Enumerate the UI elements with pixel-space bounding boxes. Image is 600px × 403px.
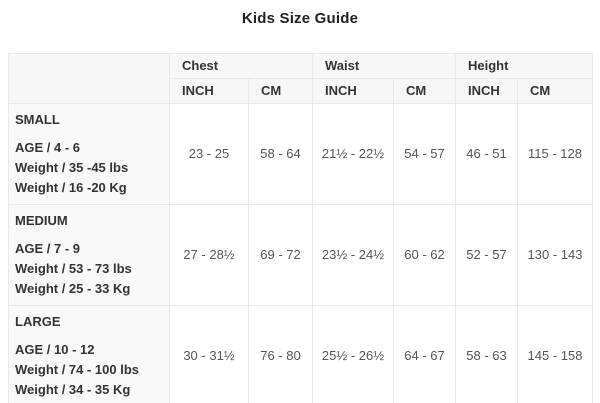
size-row-header-small: SMALL AGE / 4 - 6 Weight / 35 -45 lbs We… bbox=[8, 103, 170, 205]
size-row-large: LARGE AGE / 10 - 12 Weight / 74 - 100 lb… bbox=[8, 305, 594, 403]
size-details: AGE / 7 - 9 Weight / 53 - 73 lbs Weight … bbox=[15, 239, 163, 299]
unit-header-height-inch: INCH bbox=[455, 78, 519, 104]
unit-header-row: INCH CM INCH CM INCH CM bbox=[9, 78, 594, 104]
height-inch-value: 46 - 51 bbox=[455, 103, 519, 205]
chest-cm-value: 76 - 80 bbox=[248, 305, 313, 403]
weight-kg-line: Weight / 16 -20 Kg bbox=[15, 180, 127, 195]
measurement-group-header-row: Chest Waist Height bbox=[8, 53, 594, 104]
chest-inch-value: 27 - 28½ bbox=[169, 204, 249, 306]
height-cm-value: 115 - 128 bbox=[517, 103, 594, 205]
age-line: AGE / 10 - 12 bbox=[15, 342, 95, 357]
waist-cm-value: 54 - 57 bbox=[392, 103, 457, 205]
height-inch-value: 52 - 57 bbox=[455, 204, 519, 306]
weight-lbs-line: Weight / 35 -45 lbs bbox=[15, 160, 129, 175]
chest-cm-value: 58 - 64 bbox=[248, 103, 313, 205]
age-line: AGE / 4 - 6 bbox=[15, 140, 81, 155]
height-cm-value: 145 - 158 bbox=[517, 305, 594, 403]
size-label: SMALL bbox=[15, 112, 60, 127]
unit-header-waist-inch: INCH bbox=[312, 78, 394, 104]
size-row-header-large: LARGE AGE / 10 - 12 Weight / 74 - 100 lb… bbox=[8, 305, 170, 403]
size-guide-table: Chest Waist Height INCH CM INCH CM INCH … bbox=[8, 53, 594, 403]
weight-lbs-line: Weight / 74 - 100 lbs bbox=[15, 362, 140, 377]
size-details: AGE / 10 - 12 Weight / 74 - 100 lbs Weig… bbox=[15, 340, 163, 400]
waist-cm-value: 64 - 67 bbox=[392, 305, 457, 403]
weight-kg-line: Weight / 25 - 33 Kg bbox=[15, 281, 131, 296]
group-header-chest: Chest bbox=[169, 53, 313, 79]
waist-inch-value: 25½ - 26½ bbox=[312, 305, 394, 403]
size-row-small: SMALL AGE / 4 - 6 Weight / 35 -45 lbs We… bbox=[8, 103, 594, 205]
group-header-waist: Waist bbox=[311, 53, 457, 79]
chest-cm-value: 69 - 72 bbox=[248, 204, 313, 306]
page-title: Kids Size Guide bbox=[241, 10, 359, 27]
corner-header-cell bbox=[8, 53, 170, 104]
chest-inch-value: 30 - 31½ bbox=[169, 305, 249, 403]
waist-cm-value: 60 - 62 bbox=[392, 204, 457, 306]
unit-header-height-cm: CM bbox=[517, 78, 594, 104]
size-row-medium: MEDIUM AGE / 7 - 9 Weight / 53 - 73 lbs … bbox=[8, 204, 594, 306]
size-details: AGE / 4 - 6 Weight / 35 -45 lbs Weight /… bbox=[15, 138, 163, 198]
unit-header-waist-cm: CM bbox=[392, 78, 457, 104]
size-row-header-medium: MEDIUM AGE / 7 - 9 Weight / 53 - 73 lbs … bbox=[8, 204, 170, 306]
weight-kg-line: Weight / 34 - 35 Kg bbox=[15, 382, 131, 397]
unit-header-chest-cm: CM bbox=[248, 78, 313, 104]
height-cm-value: 130 - 143 bbox=[517, 204, 594, 306]
waist-inch-value: 21½ - 22½ bbox=[312, 103, 394, 205]
unit-header-chest-inch: INCH bbox=[169, 78, 249, 104]
size-label: LARGE bbox=[15, 314, 61, 329]
weight-lbs-line: Weight / 53 - 73 lbs bbox=[15, 261, 132, 276]
chest-inch-value: 23 - 25 bbox=[169, 103, 249, 205]
waist-inch-value: 23½ - 24½ bbox=[312, 204, 394, 306]
size-label: MEDIUM bbox=[15, 213, 68, 228]
height-inch-value: 58 - 63 bbox=[455, 305, 519, 403]
group-header-height: Height bbox=[455, 53, 594, 79]
age-line: AGE / 7 - 9 bbox=[15, 241, 81, 256]
